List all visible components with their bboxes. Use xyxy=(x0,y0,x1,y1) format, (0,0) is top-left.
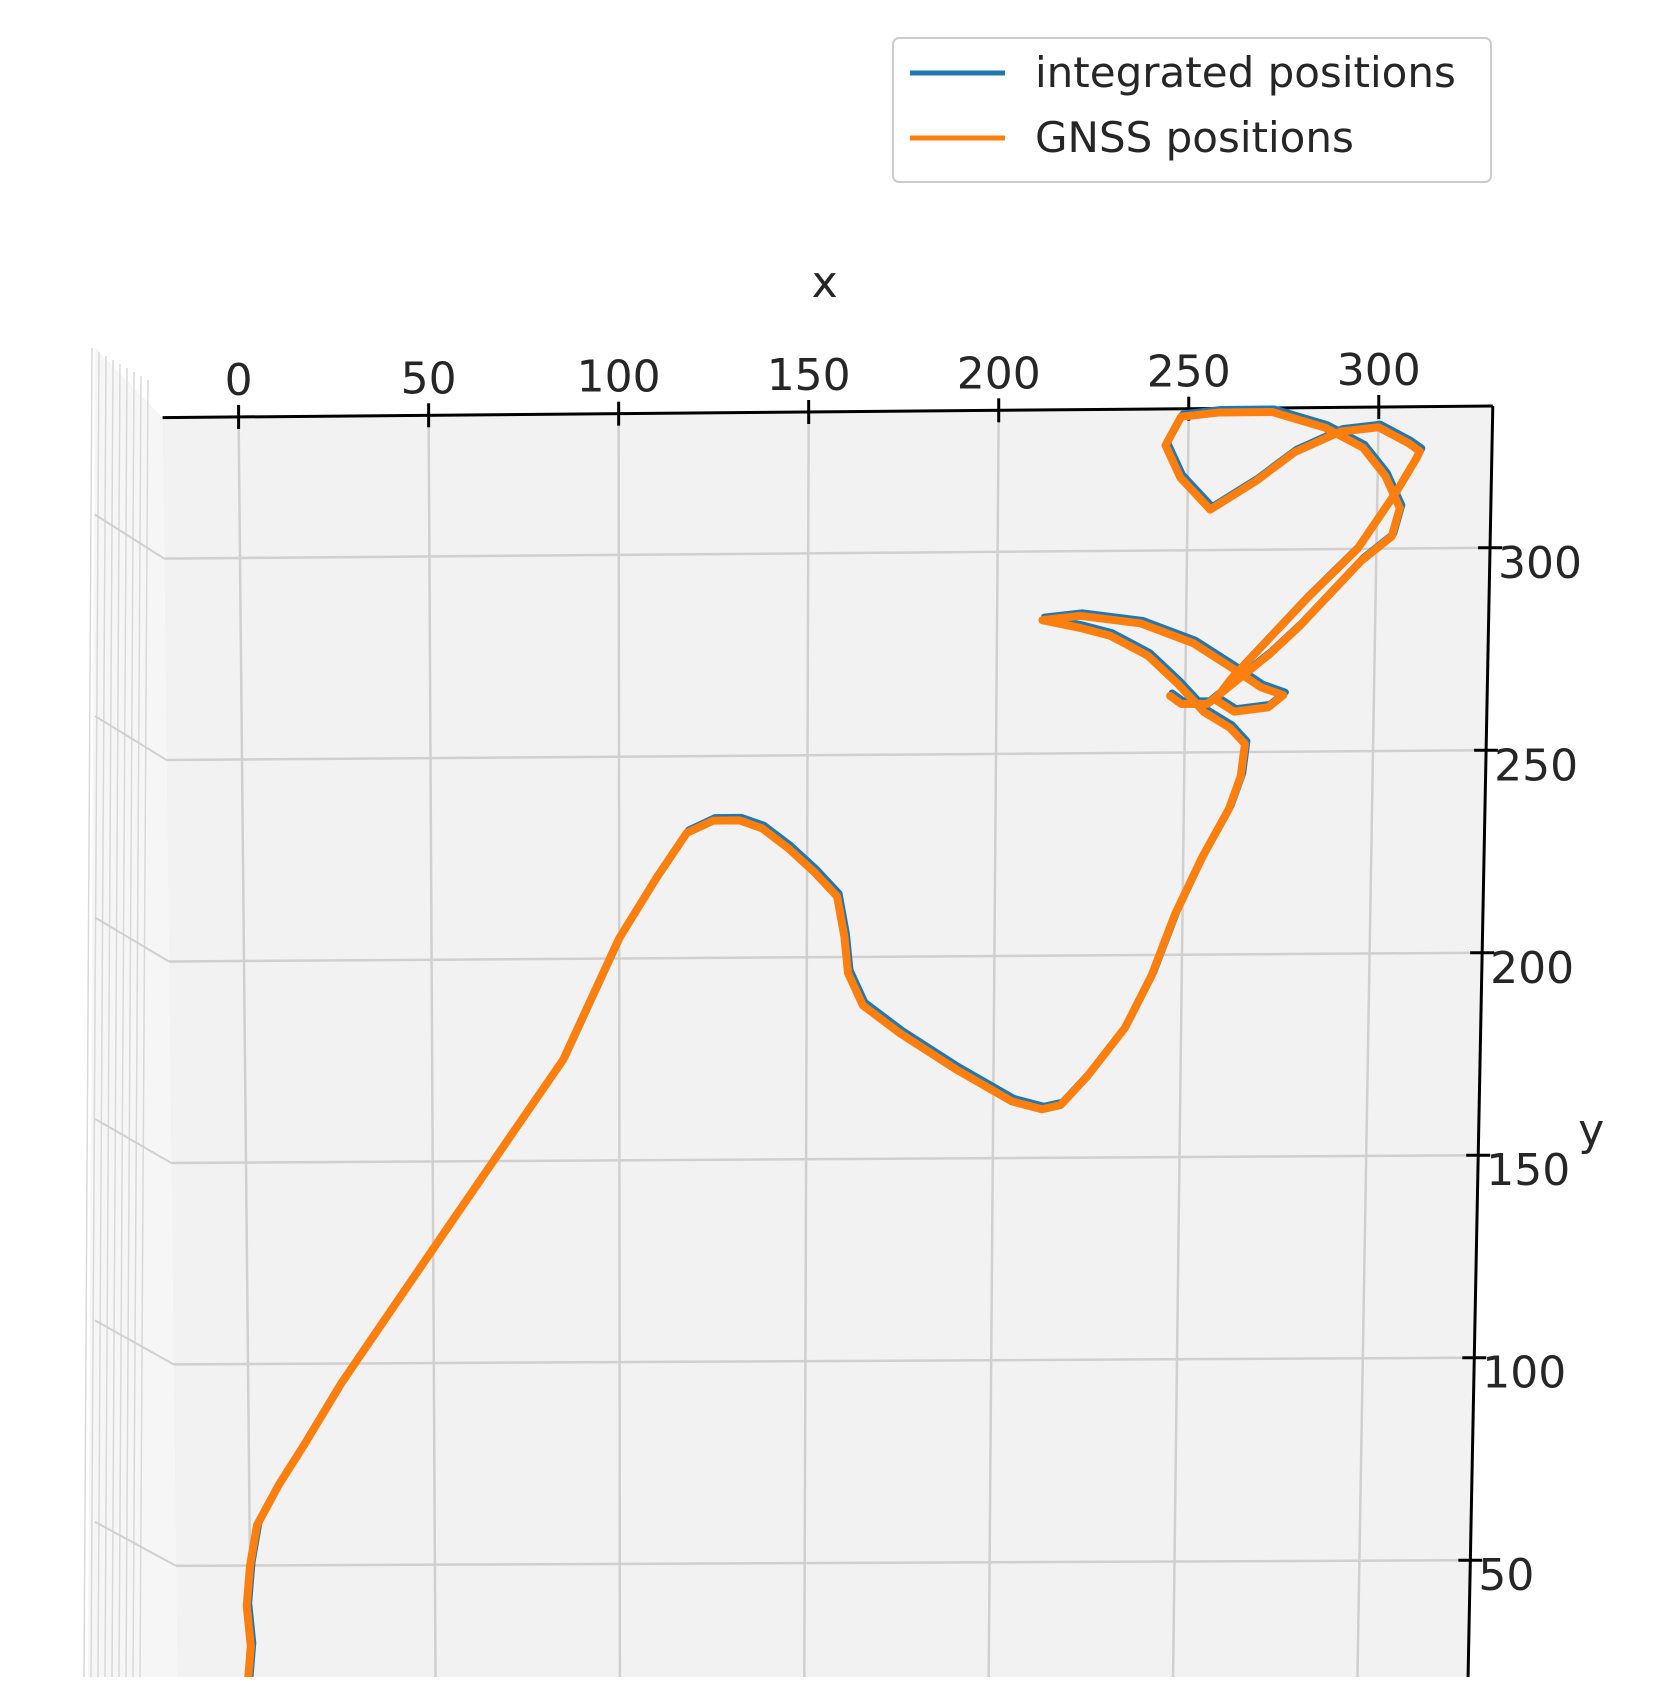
x-gridline xyxy=(803,411,810,1681)
y-axis-line xyxy=(1466,405,1495,1681)
x-tick-label: 100 xyxy=(577,352,661,403)
y-gridline xyxy=(168,951,1483,963)
left-pane-depth-line xyxy=(118,367,128,1678)
grid-lines xyxy=(164,406,1491,1681)
x-gridline xyxy=(427,415,437,1681)
left-pane-gridline xyxy=(94,916,170,963)
x-tick-label: 250 xyxy=(1147,347,1231,398)
x-gridline xyxy=(237,416,253,1681)
left-pane-gridline xyxy=(94,513,165,560)
y-tick-label: 100 xyxy=(1482,1348,1566,1399)
left-pane-gridline xyxy=(94,1319,175,1366)
x-tick-label: 200 xyxy=(957,348,1041,399)
y-gridline xyxy=(171,1153,1479,1165)
legend-label-integrated-positions: integrated positions xyxy=(1035,48,1456,97)
series-layer xyxy=(242,405,1426,1681)
x-gridline xyxy=(617,413,622,1681)
y-gridline xyxy=(176,1558,1471,1568)
left-pane-depth-line xyxy=(132,375,142,1678)
left-pane-depth-line xyxy=(125,371,135,1678)
left-pane-gridline xyxy=(94,1118,172,1164)
left-pane-gridlines xyxy=(83,347,178,1681)
y-tick-label: 50 xyxy=(1478,1550,1534,1601)
x-gridline xyxy=(987,410,1000,1681)
y-tick-label: 150 xyxy=(1486,1145,1570,1196)
left-pane-depth-line xyxy=(97,355,107,1678)
y-gridline xyxy=(164,546,1491,560)
legend: integrated positions GNSS positions xyxy=(892,37,1492,183)
x-tick-label: 50 xyxy=(401,353,457,404)
x-tick-label: 0 xyxy=(225,355,253,406)
left-pane-depth-line xyxy=(111,363,121,1678)
x-tick-label: 300 xyxy=(1337,345,1421,396)
y-tick-label: 300 xyxy=(1498,538,1582,589)
y-tick-label: 250 xyxy=(1494,740,1578,791)
legend-label-gnss-positions: GNSS positions xyxy=(1035,113,1354,162)
y-axis-label: y xyxy=(1578,1105,1604,1156)
y-gridline xyxy=(166,749,1487,762)
y-tick-label: 200 xyxy=(1490,943,1574,994)
x-gridline xyxy=(1171,408,1190,1681)
x-gridline xyxy=(1356,406,1381,1681)
left-pane-depth-line xyxy=(139,379,149,1678)
series-line-gnss-positions xyxy=(242,407,1424,1681)
x-axis-label: x xyxy=(812,257,838,308)
left-pane-depth-line xyxy=(104,359,114,1678)
legend-box xyxy=(892,37,1492,183)
ticks: 0 50 100 150 200 250 300 50 100 150 200 250 300 xyxy=(225,345,1582,1601)
xy-pane xyxy=(162,406,1493,1681)
left-pane-depth-line xyxy=(90,351,100,1678)
left-pane-gridline xyxy=(94,715,168,761)
x-tick-label: 150 xyxy=(767,350,851,401)
y-gridline xyxy=(173,1356,1475,1366)
left-pane-depth-line xyxy=(83,347,93,1678)
left-pane-gridline xyxy=(94,1520,177,1567)
